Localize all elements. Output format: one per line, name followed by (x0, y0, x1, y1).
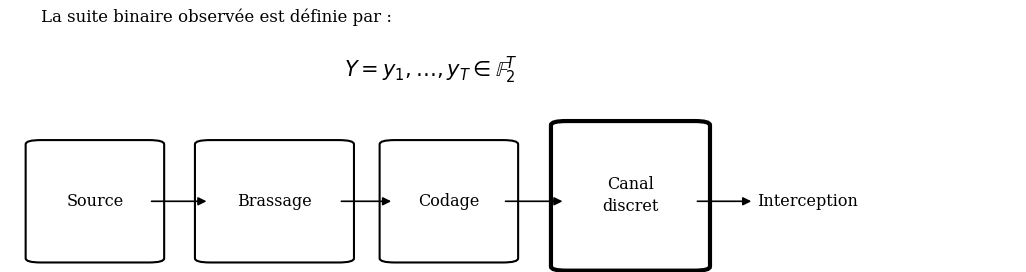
FancyBboxPatch shape (380, 140, 518, 262)
Text: Brassage: Brassage (237, 193, 312, 210)
Text: La suite binaire observée est définie par :: La suite binaire observée est définie pa… (41, 8, 392, 26)
FancyBboxPatch shape (195, 140, 354, 262)
Text: $Y = y_1,\ldots, y_T  \in \mathbb{F}_2^T$: $Y = y_1,\ldots, y_T \in \mathbb{F}_2^T$ (345, 54, 517, 86)
Text: Interception: Interception (757, 193, 858, 210)
Text: Canal
discret: Canal discret (602, 176, 659, 215)
FancyBboxPatch shape (551, 121, 710, 271)
Text: Codage: Codage (419, 193, 479, 210)
Text: Source: Source (67, 193, 123, 210)
FancyBboxPatch shape (26, 140, 164, 262)
